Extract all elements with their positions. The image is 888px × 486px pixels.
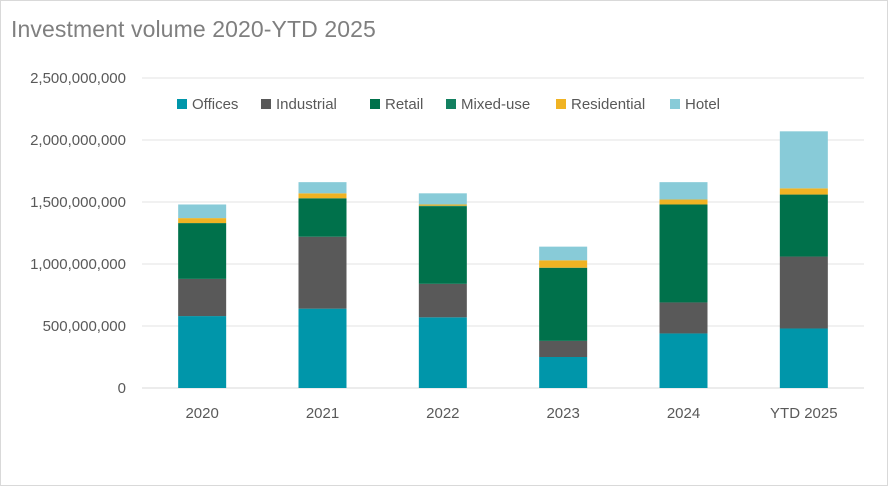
bar-segment-offices	[418, 317, 467, 388]
legend-label: Offices	[192, 96, 238, 113]
x-tick-label: 2023	[546, 405, 579, 422]
bar-segment-hotel	[418, 193, 467, 205]
bar-segment-retail	[178, 223, 227, 279]
bar-segment-residential	[178, 218, 227, 224]
y-tick-label: 500,000,000	[43, 318, 126, 335]
x-tick-label: 2024	[667, 405, 700, 422]
bar-segment-retail	[779, 194, 828, 257]
bar-segment-industrial	[418, 283, 467, 318]
bar-segment-hotel	[779, 131, 828, 189]
bar-segment-residential	[539, 260, 588, 268]
x-axis-tick-labels: 2020 2021 2022 2023 2024 YTD 2025	[185, 405, 837, 422]
legend-label: Retail	[385, 96, 423, 113]
legend-swatch	[446, 99, 456, 109]
y-tick-label: 2,500,000,000	[30, 70, 126, 87]
chart-title: Investment volume 2020-YTD 2025	[11, 16, 376, 42]
bar-segment-residential	[779, 188, 828, 195]
bar-segment-hotel	[659, 182, 708, 200]
legend-swatch	[670, 99, 680, 109]
bar-segment-mixed-use	[418, 205, 467, 207]
legend-swatch	[261, 99, 271, 109]
x-tick-label: YTD 2025	[770, 405, 838, 422]
bar-segment-retail	[298, 198, 347, 237]
bar-segment-residential	[659, 199, 708, 205]
gridlines	[142, 77, 864, 389]
legend-label: Residential	[571, 96, 645, 113]
legend-swatch	[370, 99, 380, 109]
bar-segment-industrial	[659, 302, 708, 334]
legend-label: Hotel	[685, 96, 720, 113]
x-tick-label: 2022	[426, 405, 459, 422]
bar-segment-offices	[298, 308, 347, 388]
legend-swatch	[556, 99, 566, 109]
y-tick-label: 0	[118, 380, 126, 397]
bar-segment-offices	[178, 316, 227, 388]
y-tick-label: 1,000,000,000	[30, 256, 126, 273]
y-axis-tick-labels: 0 500,000,000 1,000,000,000 1,500,000,000 2,…	[30, 70, 126, 397]
x-tick-label: 2021	[306, 405, 339, 422]
bar-segment-residential	[418, 204, 467, 206]
bar-segment-residential	[298, 193, 347, 199]
bar-segment-industrial	[178, 278, 227, 317]
bars	[178, 131, 828, 388]
bar-segment-hotel	[539, 246, 588, 261]
bar-segment-hotel	[178, 204, 227, 219]
legend-label: Industrial	[276, 96, 337, 113]
bar-segment-retail	[418, 206, 467, 284]
bar-segment-retail	[659, 204, 708, 303]
bar-segment-hotel	[298, 182, 347, 194]
legend-swatch	[177, 99, 187, 109]
bar-segment-offices	[539, 357, 588, 388]
bar-segment-retail	[539, 267, 588, 341]
legend-label: Mixed-use	[461, 96, 530, 113]
y-tick-label: 2,000,000,000	[30, 132, 126, 149]
bar-segment-industrial	[298, 236, 347, 309]
legend: Offices Industrial Retail Mixed-use Resident…	[177, 96, 720, 113]
bar-segment-industrial	[539, 340, 588, 357]
bar-segment-industrial	[779, 256, 828, 329]
x-tick-label: 2020	[185, 405, 218, 422]
bar-segment-offices	[779, 328, 828, 388]
y-tick-label: 1,500,000,000	[30, 194, 126, 211]
bar-segment-offices	[659, 333, 708, 388]
